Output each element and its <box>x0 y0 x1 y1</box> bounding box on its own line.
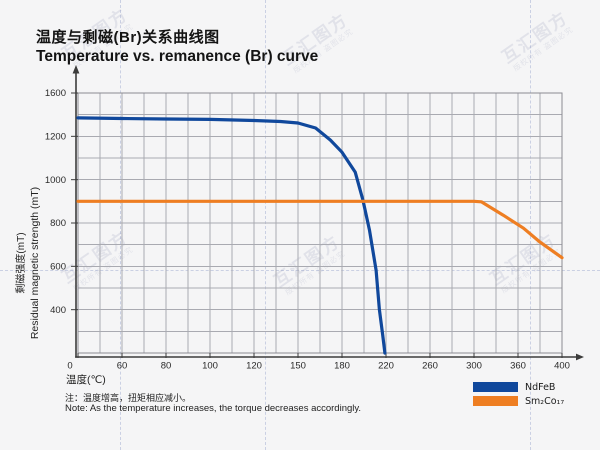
tick-marks <box>71 92 563 358</box>
x-tick-label: 100 <box>202 361 218 372</box>
y-axis-arrow <box>72 65 80 74</box>
watermark-guide-line <box>0 270 600 271</box>
tick-labels: 0 60 80 100 120 150 180 220 260 300 360 400 1600 1200… <box>45 88 570 371</box>
y-tick-label: 400 <box>50 305 66 316</box>
watermark-guide-line <box>265 0 266 450</box>
legend: NdFeB Sm₂Co₁₇ <box>473 381 564 409</box>
x-tick-label: 60 <box>117 361 128 372</box>
x-tick-label: 0 <box>67 361 72 372</box>
x-tick-label: 220 <box>378 361 394 372</box>
chart-title-en: Temperature vs. remanence (Br) curve <box>36 48 319 65</box>
watermark-guide-line <box>120 0 121 450</box>
note-en: Note: As the temperature increases, the … <box>65 403 362 414</box>
x-axis-title: 温度(℃) <box>66 374 106 386</box>
axes <box>72 65 584 361</box>
x-axis-arrow <box>576 353 584 361</box>
legend-label: Sm₂Co₁₇ <box>525 395 565 407</box>
x-tick-label: 360 <box>510 361 526 372</box>
x-tick-label: 400 <box>554 361 570 372</box>
y-tick-label: 1200 <box>45 132 66 143</box>
chart-title-zh: 温度与剩磁(Br)关系曲线图 <box>36 29 220 46</box>
x-tick-label: 300 <box>466 361 482 372</box>
y-tick-label: 1000 <box>45 175 66 186</box>
legend-item: NdFeB <box>473 381 564 393</box>
legend-item: Sm₂Co₁₇ <box>473 395 564 407</box>
y-tick-label: 800 <box>50 218 66 229</box>
series-smco-curve <box>76 199 564 260</box>
x-tick-label: 260 <box>422 361 438 372</box>
legend-label: NdFeB <box>525 381 556 393</box>
x-tick-label: 120 <box>246 361 262 372</box>
legend-swatch <box>473 396 518 406</box>
x-tick-label: 180 <box>334 361 350 372</box>
note-zh: 注：温度增高，扭矩相应减小。 <box>65 393 192 403</box>
x-tick-label: 80 <box>161 361 172 372</box>
legend-swatch <box>473 382 518 392</box>
x-tick-label: 150 <box>290 361 306 372</box>
y-tick-label: 1600 <box>45 88 66 99</box>
watermark-guide-line <box>530 0 531 450</box>
series-ndfeb-curve <box>76 116 387 355</box>
y-tick-label: 600 <box>50 262 66 273</box>
